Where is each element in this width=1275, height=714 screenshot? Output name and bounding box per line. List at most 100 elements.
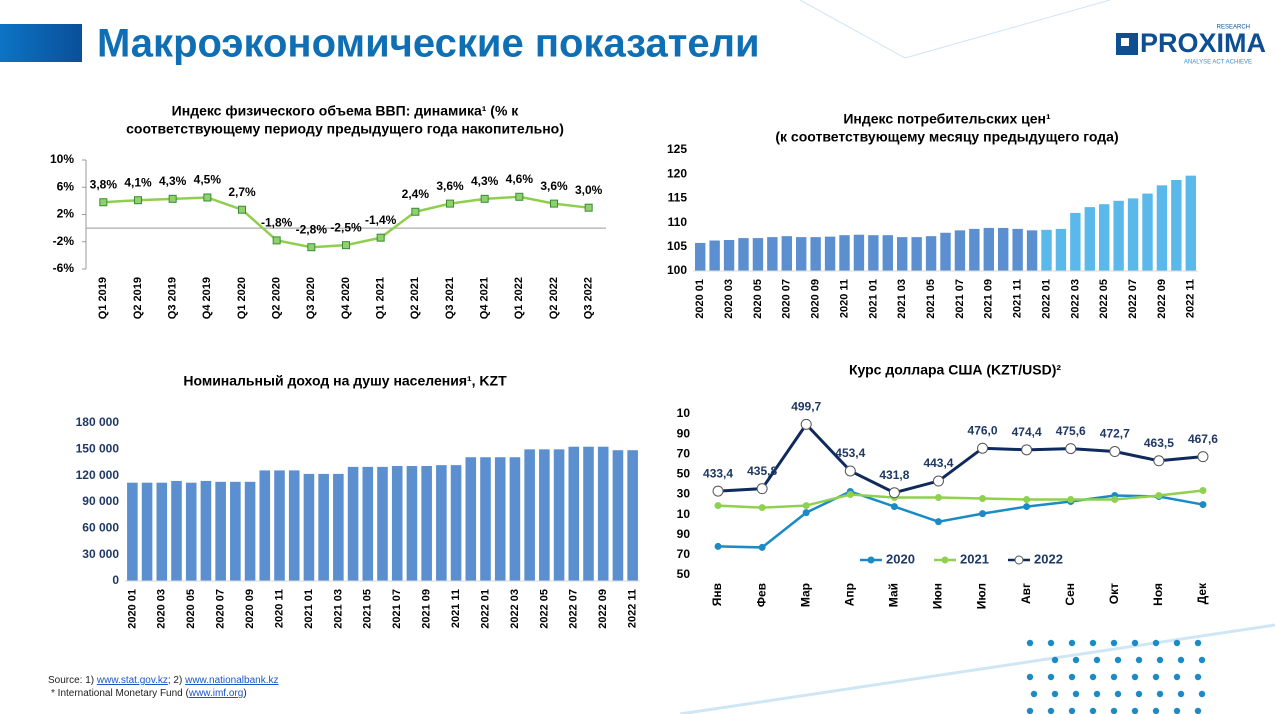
decor-dot — [1131, 673, 1139, 681]
bar — [583, 446, 594, 581]
decor-dot — [1194, 707, 1202, 714]
line — [717, 421, 1204, 495]
bar — [465, 457, 477, 581]
bar — [436, 465, 447, 581]
x-tick-label: 2021 01 — [303, 589, 315, 629]
bar — [1156, 185, 1168, 271]
x-tick-label: 2021 09 — [421, 589, 433, 629]
y-tick-label: 120 000 — [76, 468, 120, 482]
marker — [934, 518, 942, 526]
x-tick-label: Q1 2021 — [375, 277, 387, 319]
x-tick-label: 2020 05 — [185, 589, 197, 629]
x-tick-label: 2021 09 — [983, 279, 995, 319]
bar — [406, 466, 418, 581]
chart-title: соответствующему периоду предыдущего год… — [126, 121, 564, 137]
link[interactable]: www.nationalbank.kz — [185, 675, 279, 686]
legend-label: 2022 — [1034, 551, 1063, 566]
marker — [800, 418, 812, 430]
data-label: 4,6% — [506, 172, 534, 186]
marker — [1111, 496, 1119, 504]
bar — [259, 470, 271, 581]
y-tick-label: 60 000 — [82, 521, 119, 535]
marker — [99, 198, 108, 207]
data-label: 474,4 — [1012, 425, 1042, 439]
chart-title: (к соответствующему месяцу предыдущего г… — [775, 129, 1118, 145]
bar — [1055, 228, 1067, 271]
chart-title: Курс доллара США (KZT/USD)² — [849, 362, 1061, 378]
marker — [756, 483, 768, 495]
data-label: -2,8% — [296, 222, 328, 236]
bar — [612, 450, 624, 581]
bar — [230, 481, 241, 581]
marker — [758, 543, 766, 551]
decor-dots — [1026, 639, 1206, 714]
bar — [853, 234, 865, 271]
y-tick-label: -6% — [53, 261, 75, 275]
decor-dot — [1047, 673, 1055, 681]
x-tick-label: Q4 2021 — [479, 277, 491, 319]
decor-dot — [1089, 639, 1097, 647]
bar — [347, 466, 359, 581]
marker — [1153, 455, 1165, 467]
line — [717, 489, 1204, 509]
bar — [839, 235, 850, 271]
bar — [767, 237, 778, 271]
bar — [200, 480, 212, 581]
marker — [584, 203, 593, 212]
bar — [1070, 212, 1081, 271]
bar — [998, 227, 1009, 271]
bar — [752, 238, 764, 271]
decor-dot — [1131, 707, 1139, 714]
data-label: 4,1% — [124, 175, 152, 189]
marker — [446, 199, 454, 208]
x-tick-label: 2020 09 — [244, 589, 256, 629]
data-label: 4,3% — [159, 174, 187, 188]
marker — [1023, 503, 1031, 511]
marker — [515, 192, 524, 201]
marker — [1023, 496, 1031, 504]
link[interactable]: www.imf.org — [188, 688, 244, 699]
data-label: 475,6 — [1056, 424, 1086, 438]
link[interactable]: www.stat.gov.kz — [96, 675, 168, 686]
decor-dot — [1093, 656, 1101, 664]
decor-dot — [1177, 656, 1185, 664]
marker — [1065, 443, 1077, 455]
marker — [758, 504, 766, 512]
y-tick-label: 70 — [677, 547, 691, 561]
x-tick-label: Фев — [754, 583, 768, 607]
decor-dot — [1152, 639, 1160, 647]
x-tick-label: Май — [887, 583, 901, 607]
bar — [1113, 200, 1124, 271]
y-tick-label: 50 — [677, 467, 691, 481]
x-tick-label: 2022 05 — [1098, 279, 1110, 319]
bar — [1084, 207, 1095, 271]
bar — [377, 466, 388, 581]
data-label: -1,4% — [365, 213, 397, 227]
x-tick-label: 2020 11 — [838, 279, 850, 318]
x-tick-label: 2020 05 — [752, 279, 764, 319]
bar — [781, 236, 792, 271]
x-tick-label: Янв — [710, 583, 724, 606]
decor-line — [799, 0, 906, 59]
x-tick-label: 2021 11 — [1012, 279, 1024, 318]
bar — [796, 237, 807, 271]
y-tick-label: 180 000 — [76, 415, 120, 429]
text: Source: 1) — [48, 675, 97, 686]
decor-dot — [1156, 690, 1164, 698]
marker — [550, 199, 558, 208]
marker — [846, 491, 854, 498]
x-tick-label: 2020 07 — [781, 279, 793, 319]
bar — [450, 465, 462, 581]
bar — [925, 236, 937, 271]
y-tick-label: 30 000 — [82, 547, 119, 561]
marker — [1067, 496, 1075, 504]
marker — [934, 494, 942, 502]
bar — [156, 482, 168, 581]
x-tick-label: 2020 03 — [723, 279, 735, 319]
decor-dot — [1093, 690, 1101, 698]
decor-dot — [1047, 639, 1055, 647]
x-tick-label: 2022 09 — [1156, 279, 1168, 319]
bar — [627, 450, 638, 581]
text: * International Monetary Fund ( — [51, 688, 189, 699]
